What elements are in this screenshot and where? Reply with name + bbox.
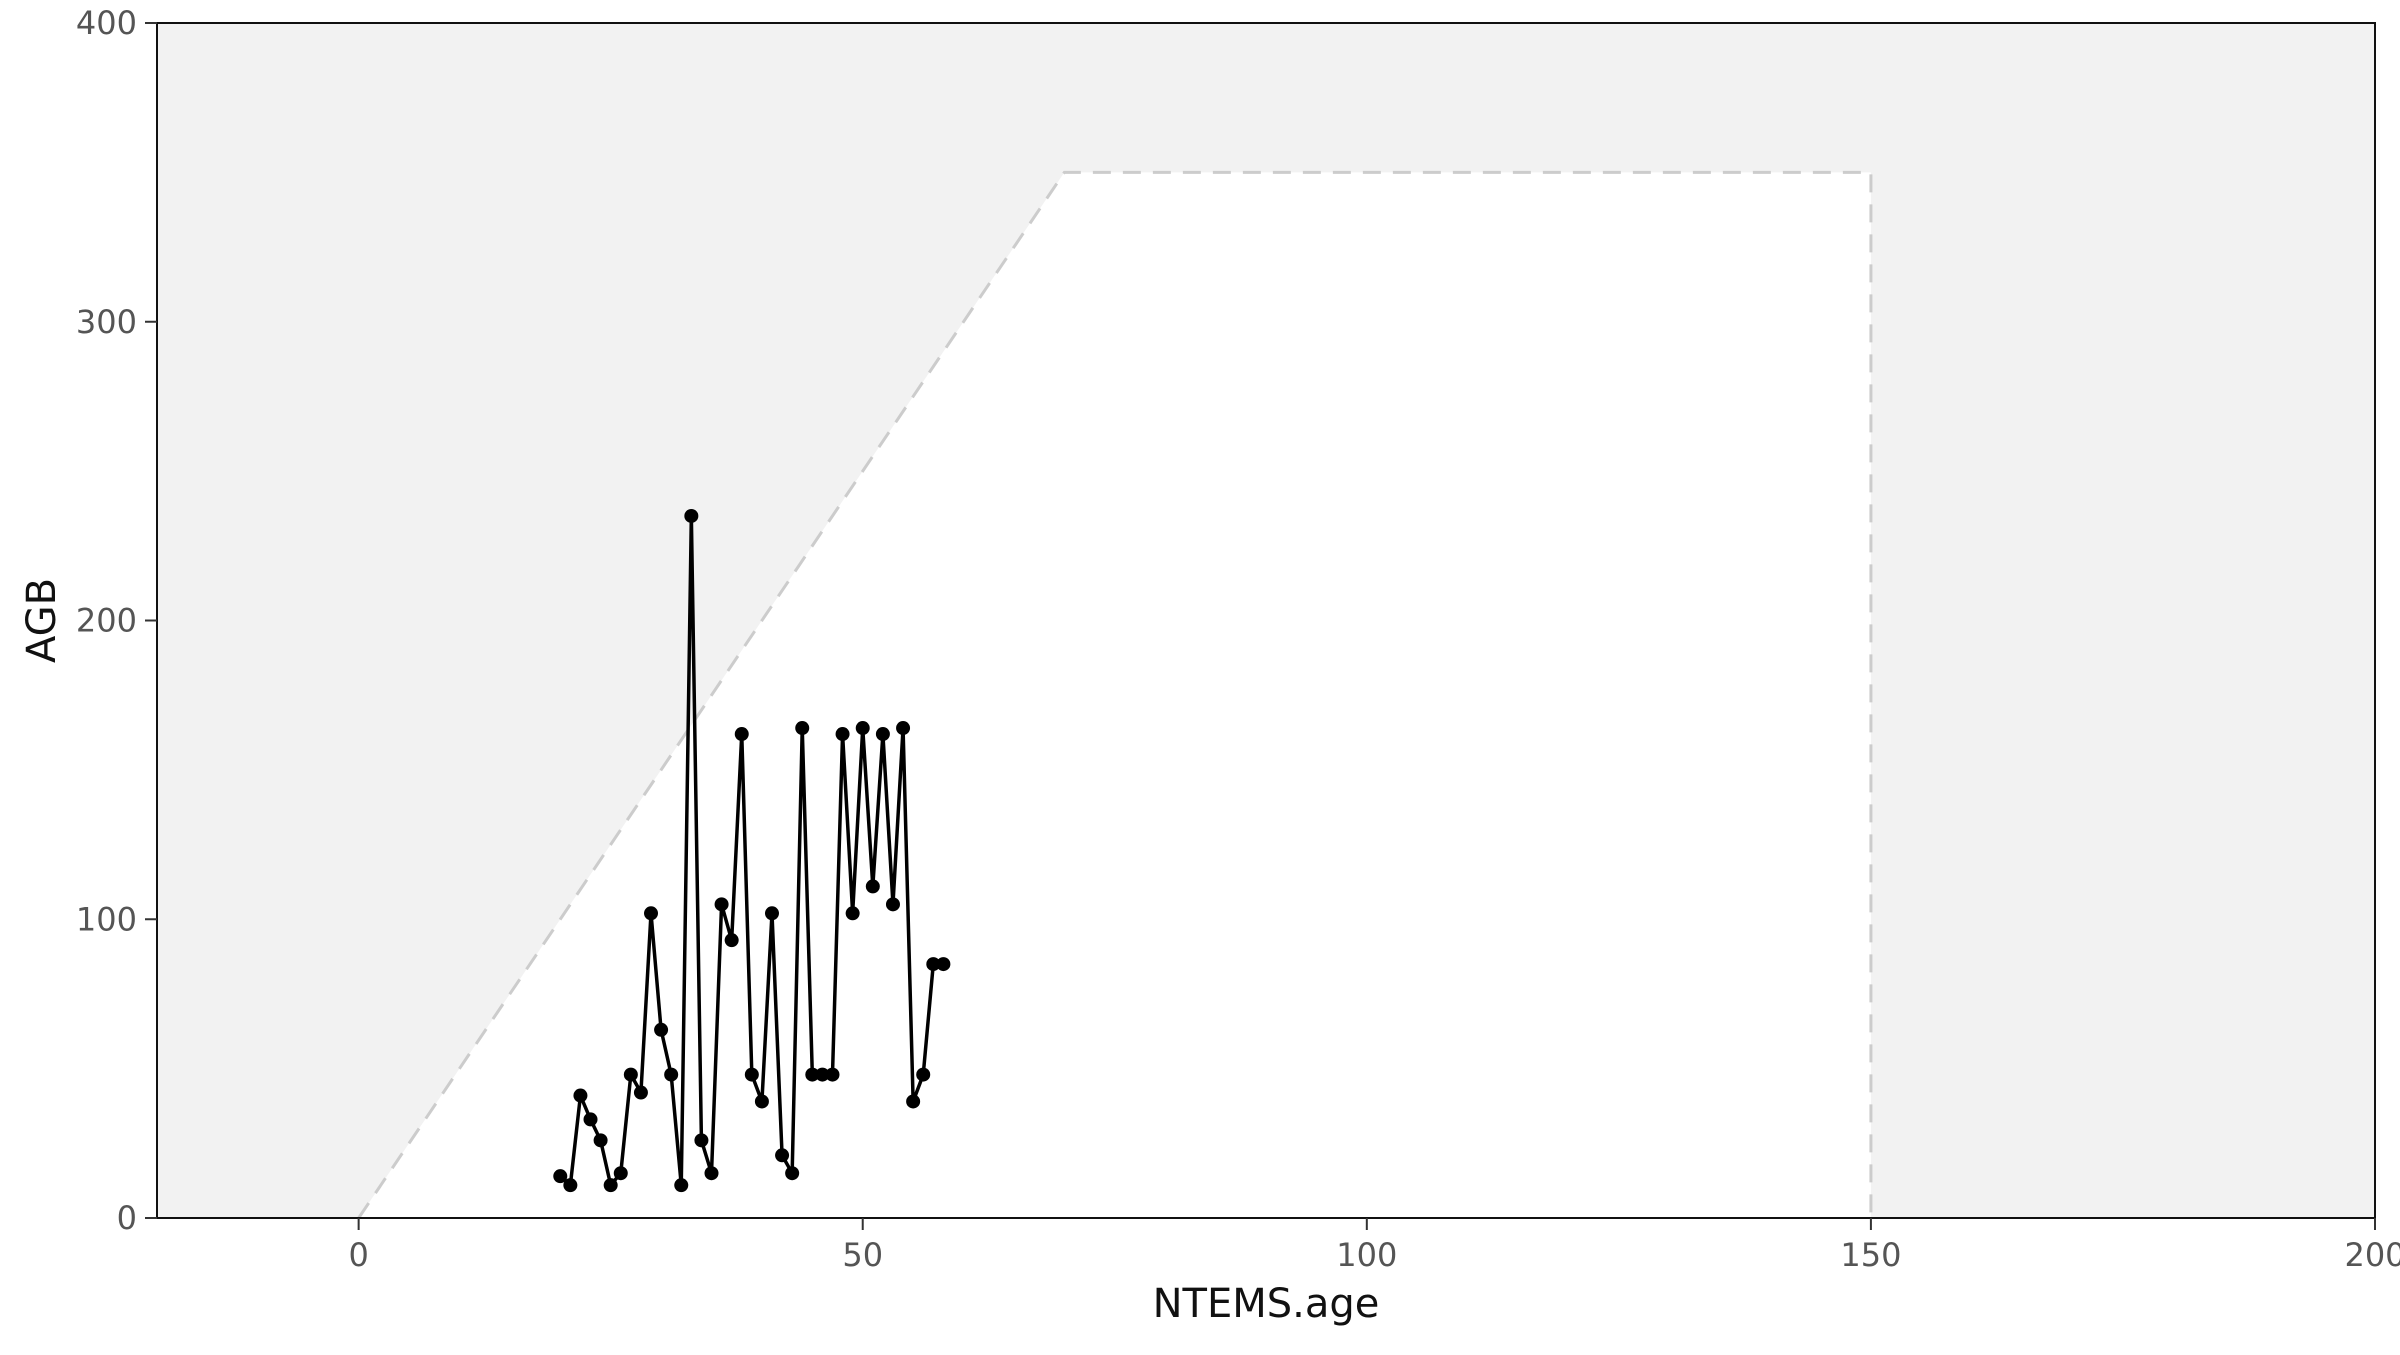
data-point	[825, 1067, 840, 1082]
data-point	[916, 1067, 931, 1082]
data-point	[674, 1178, 689, 1193]
series-layer	[553, 508, 951, 1193]
data-point	[724, 933, 739, 948]
y-axis: 0 100 200 300 400	[76, 4, 157, 1237]
data-point	[623, 1067, 638, 1082]
data-point	[815, 1067, 830, 1082]
data-point	[906, 1094, 921, 1109]
data-point	[684, 508, 699, 523]
data-point	[704, 1166, 719, 1181]
data-point	[603, 1178, 618, 1193]
data-point	[654, 1022, 669, 1037]
data-point	[633, 1085, 648, 1100]
data-point	[593, 1133, 608, 1148]
x-tick-label: 150	[1840, 1236, 1901, 1274]
x-axis-title: NTEMS.age	[1153, 1281, 1380, 1327]
data-point	[805, 1067, 820, 1082]
data-point	[714, 897, 729, 912]
data-point	[885, 897, 900, 912]
y-axis-title: AGB	[19, 578, 65, 663]
x-tick-label: 200	[2344, 1236, 2400, 1274]
data-point	[896, 721, 911, 736]
y-tick-label: 0	[117, 1199, 137, 1237]
data-point	[613, 1166, 628, 1181]
y-tick-label: 100	[76, 900, 137, 938]
data-point	[785, 1166, 800, 1181]
data-point	[664, 1067, 679, 1082]
x-tick-label: 100	[1336, 1236, 1397, 1274]
data-point	[875, 727, 890, 742]
data-point	[583, 1112, 598, 1127]
data-point	[734, 727, 749, 742]
data-point	[835, 727, 850, 742]
data-point	[926, 957, 941, 972]
data-point	[845, 906, 860, 921]
data-point	[936, 957, 951, 972]
y-tick-label: 400	[76, 4, 137, 42]
data-point	[775, 1148, 790, 1163]
envelope-region	[358, 172, 1871, 1218]
data-point	[694, 1133, 709, 1148]
data-point	[644, 906, 659, 921]
data-point	[865, 879, 880, 894]
x-tick-label: 50	[842, 1236, 883, 1274]
data-point	[855, 721, 870, 736]
x-tick-label: 0	[348, 1236, 368, 1274]
envelope-boundary-line	[357, 170, 1873, 1219]
data-point	[573, 1088, 588, 1103]
data-point	[795, 721, 810, 736]
data-point	[563, 1178, 578, 1193]
y-tick-label: 200	[76, 602, 137, 640]
x-axis: 0 50 100 150 200	[348, 1218, 2400, 1274]
data-point	[744, 1067, 759, 1082]
y-tick-label: 300	[76, 303, 137, 341]
data-point	[754, 1094, 769, 1109]
data-point	[553, 1169, 568, 1184]
data-point	[764, 906, 779, 921]
